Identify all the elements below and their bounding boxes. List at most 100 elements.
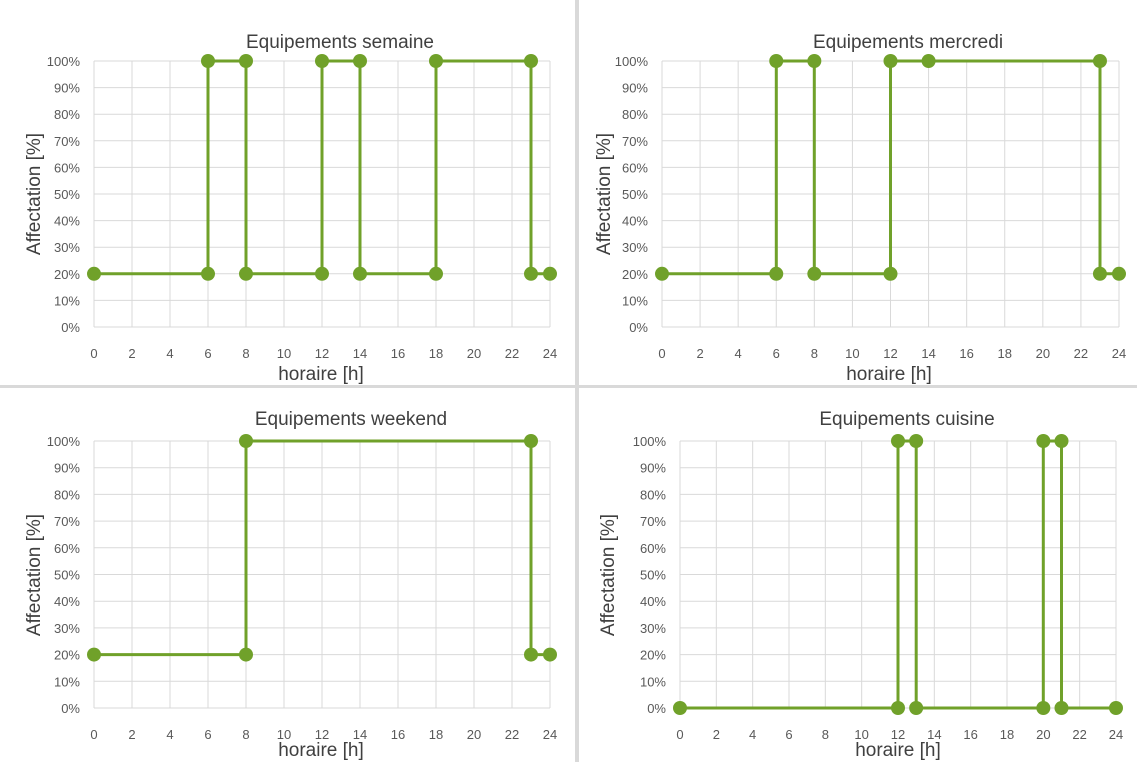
data-point <box>1092 54 1107 68</box>
y-tick-label: 90% <box>54 81 80 96</box>
y-tick-label: 90% <box>640 461 666 476</box>
chart-title-mercredi: Equipements mercredi <box>813 32 1003 53</box>
data-point <box>1112 266 1126 281</box>
y-tick-label: 70% <box>54 514 80 529</box>
y-tick-label: 20% <box>640 648 666 663</box>
y-tick-label: 30% <box>54 621 80 636</box>
y-tick-label: 100% <box>47 434 81 449</box>
chart-svg-cuisine: 0%10%20%30%40%50%60%70%80%90%100%0 2 4 6 8 10… <box>598 409 1123 761</box>
x-tick-label: 22 <box>1074 346 1088 361</box>
chart-panel-weekend: 0% 10% 20% 30% 40% 50% 60% 70% 80% 90% 100% 0 2 4 6 8 10… <box>0 388 574 762</box>
data-point <box>909 434 924 448</box>
y-tick-label: 10% <box>622 293 648 308</box>
chart-title-weekend: Equipements weekend <box>255 409 447 430</box>
data-point <box>769 266 784 281</box>
data-point <box>201 54 215 68</box>
y-tick-label: 60% <box>54 541 80 556</box>
x-tick-label: 12 <box>883 346 897 361</box>
x-tick-label: 14 <box>927 727 941 742</box>
x-tick-label: 20 <box>467 727 481 742</box>
series-line <box>680 439 1116 710</box>
y-tick-label: 30% <box>622 240 648 255</box>
data-point <box>87 266 101 281</box>
x-tick-label: 16 <box>391 727 405 742</box>
x-tick-label: 6 <box>204 346 211 361</box>
y-tick-label: 70% <box>54 134 80 149</box>
y-tick-label: 80% <box>54 487 80 502</box>
y-tick-label: 60% <box>622 160 648 175</box>
y-tick-label: 60% <box>640 541 666 556</box>
x-tick-label: 2 <box>713 727 720 742</box>
y-tick-label: 70% <box>640 514 666 529</box>
x-tick-label: 22 <box>1072 727 1086 742</box>
data-point <box>524 266 538 281</box>
y-tick-label: 0% <box>61 320 80 335</box>
data-point <box>807 266 822 281</box>
data-point <box>315 266 329 281</box>
x-tick-label: 4 <box>735 346 742 361</box>
data-point <box>429 266 443 281</box>
chart-title-semaine: Equipements semaine <box>246 32 434 53</box>
y-tick-label: 90% <box>54 461 80 476</box>
y-tick-label: 40% <box>54 594 80 609</box>
y-tick-label: 80% <box>622 107 648 122</box>
data-point <box>883 266 898 281</box>
x-tick-label: 4 <box>166 727 173 742</box>
data-point <box>239 54 253 68</box>
x-tick-label: 16 <box>959 346 973 361</box>
x-tick-label: 6 <box>785 727 792 742</box>
y-tick-label: 50% <box>622 187 648 202</box>
y-tick-label: 50% <box>54 568 80 583</box>
x-tick-label: 2 <box>128 346 135 361</box>
x-tick-label: 0 <box>90 346 97 361</box>
data-point <box>87 647 101 662</box>
y-tick-label: 30% <box>640 621 666 636</box>
chart-panel-cuisine: 0% 10% 20% 30% 40% 50% 60% 70% 80% 90% 100% 0 2 4 6 8 10… <box>580 388 1137 762</box>
y-tick-label: 30% <box>54 240 80 255</box>
x-tick-label: 4 <box>749 727 756 742</box>
y-tick-label: 100% <box>47 54 81 69</box>
x-tick-label: 18 <box>998 346 1012 361</box>
x-tick-label: 24 <box>543 727 557 742</box>
data-point <box>655 266 669 281</box>
data-point <box>353 54 367 68</box>
y-tick-label: 90% <box>622 81 648 96</box>
x-tick-label: 24 <box>1112 346 1126 361</box>
x-tick-label: 20 <box>1036 727 1050 742</box>
y-axis-label: Affectation [%] <box>24 133 45 255</box>
x-tick-label: 24 <box>543 346 557 361</box>
x-tick-label: 4 <box>166 346 173 361</box>
data-point <box>807 54 822 68</box>
y-tick-label: 80% <box>640 487 666 502</box>
data-point <box>1054 434 1069 448</box>
x-tick-label: 18 <box>429 727 443 742</box>
data-point <box>1054 701 1069 715</box>
y-tick-label: 10% <box>54 674 80 689</box>
data-point <box>883 54 898 68</box>
data-point <box>239 434 253 448</box>
data-point <box>921 54 936 68</box>
chart-panel-mercredi: 0% 10% 20% 30% 40% 50% 60% 70% 80% 90% 100% 0 2 4 6 8 10… <box>580 0 1137 386</box>
data-point <box>543 266 557 281</box>
vertical-divider <box>575 0 579 762</box>
data-point <box>429 54 443 68</box>
data-point <box>891 701 905 715</box>
y-tick-label: 10% <box>640 674 666 689</box>
horizontal-divider <box>0 385 1137 388</box>
x-tick-label: 24 <box>1109 727 1123 742</box>
y-tick-label: 0% <box>629 320 648 335</box>
y-tick-label: 100% <box>615 54 649 69</box>
y-tick-label: 100% <box>633 434 667 449</box>
data-point <box>909 701 924 715</box>
data-point <box>673 701 687 715</box>
data-point <box>524 54 538 68</box>
chart-svg-mercredi: 0%10%20%30%40%50%60%70%80%90%100%0 2 4 6 8 10… <box>594 32 1126 385</box>
y-tick-label: 40% <box>54 214 80 229</box>
chart-title-cuisine: Equipements cuisine <box>819 409 994 430</box>
x-tick-label: 0 <box>90 727 97 742</box>
data-point <box>524 647 538 662</box>
y-tick-label: 20% <box>622 267 648 282</box>
data-point <box>1036 434 1051 448</box>
x-tick-label: 6 <box>773 346 780 361</box>
data-point <box>891 434 905 448</box>
